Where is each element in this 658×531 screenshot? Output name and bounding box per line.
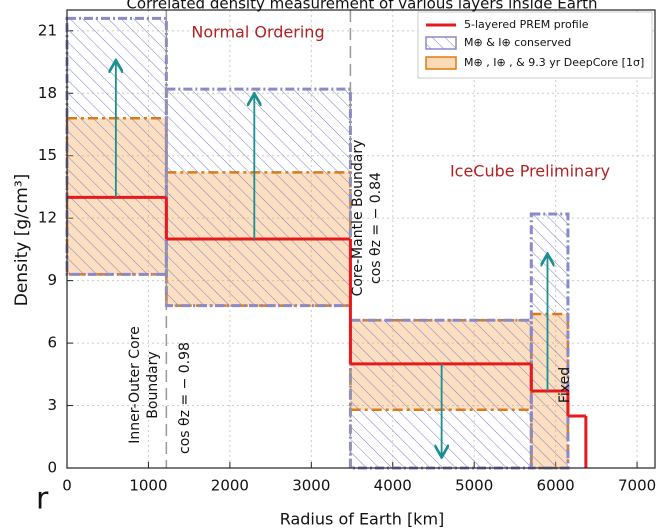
annotation: Inner-Outer Core <box>127 326 143 443</box>
x-tick-label: 6000 <box>537 477 575 495</box>
plot-frame <box>66 9 656 469</box>
annotation: Core-Mantle Boundary <box>350 140 366 297</box>
y-tick-label: 15 <box>38 146 57 164</box>
annotation: Normal Ordering <box>191 23 324 42</box>
chart-title: Correlated density measurement of variou… <box>126 0 597 13</box>
annotation: cos θz = − 0.98 <box>177 342 193 454</box>
legend-box <box>417 11 653 79</box>
legend: 5-layered PREM profile M⊕ & I⊕ conserved… <box>417 11 653 79</box>
legend-label: M⊕ , I⊕ , & 9.3 yr DeepCore [1σ] <box>464 56 644 69</box>
y-tick-label: 6 <box>47 334 57 352</box>
text-fragment: r <box>36 482 49 517</box>
legend-label: M⊕ & I⊕ conserved <box>464 36 571 49</box>
x-axis-label: Radius of Earth [km] <box>280 510 445 529</box>
annotation: cos θz = − 0.84 <box>368 172 384 284</box>
y-tick-label: 3 <box>47 396 57 414</box>
legend-swatch <box>425 56 457 70</box>
x-tick-label: 0 <box>62 477 72 495</box>
y-tick-label: 21 <box>38 21 57 39</box>
y-tick-label: 0 <box>47 459 57 477</box>
legend-label: 5-layered PREM profile <box>464 18 589 31</box>
x-tick-label: 1000 <box>129 477 167 495</box>
y-axis-label: Density [g/cm³] <box>12 174 32 307</box>
y-tick-label: 18 <box>38 84 57 102</box>
x-tick-label: 5000 <box>455 477 493 495</box>
hatched-band <box>529 212 570 470</box>
x-tick-label: 3000 <box>292 477 330 495</box>
annotation: Fixed <box>557 367 573 403</box>
x-tick-label: 2000 <box>211 477 249 495</box>
x-tick-label: 4000 <box>374 477 412 495</box>
x-tick-label: 7000 <box>618 477 656 495</box>
annotation: IceCube Preliminary <box>450 162 610 181</box>
y-tick-label: 9 <box>47 271 57 289</box>
y-tick-label: 12 <box>38 209 57 227</box>
legend-swatch <box>425 36 457 50</box>
hatched-band <box>164 87 352 308</box>
annotation: Boundary <box>145 351 161 418</box>
